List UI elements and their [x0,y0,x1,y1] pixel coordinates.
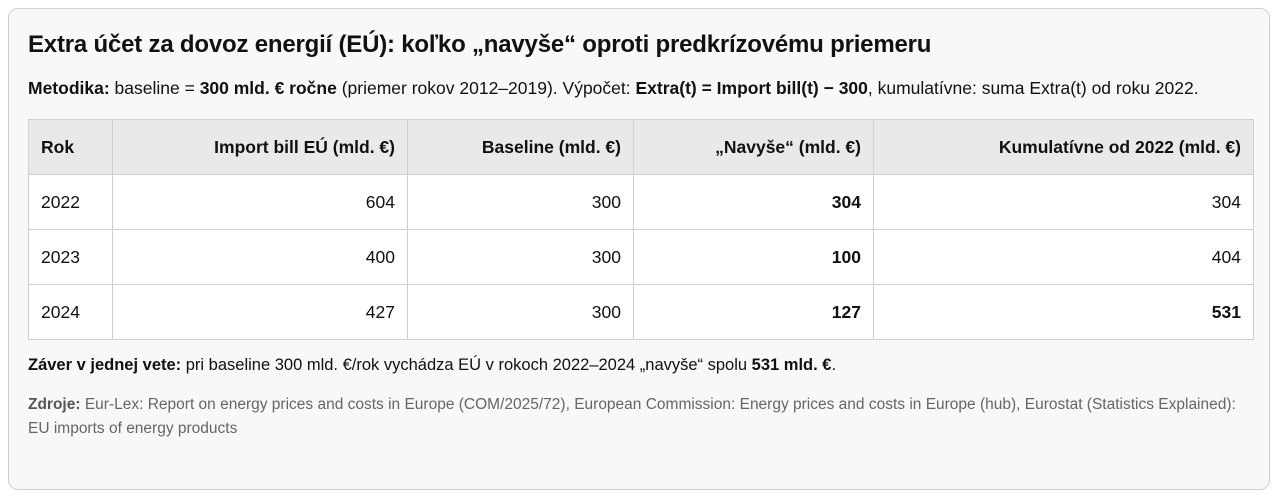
method-text: , kumulatívne: suma Extra(t) od roku 202… [867,78,1199,98]
sources-text: Eur-Lex: Report on energy prices and cos… [28,396,1236,437]
header-cell: Import bill EÚ (mld. €) [112,119,408,175]
header-cell: Baseline (mld. €) [407,119,634,175]
header-cell: Kumulatívne od 2022 (mld. €) [873,119,1254,175]
table-cell: 127 [633,284,874,340]
method-label: Metodika: [28,78,110,98]
table-cell: 300 [407,174,634,230]
conclusion-label: Záver v jednej vete: [28,356,182,374]
table-cell: 2022 [28,174,113,230]
table-cell: 427 [112,284,408,340]
header-cell: „Navyše“ (mld. €) [633,119,874,175]
table-row: 2023 400 300 100 404 [28,229,1254,285]
table-row: 2022 604 300 304 304 [28,174,1254,230]
sources: Zdroje: Eur-Lex: Report on energy prices… [28,393,1250,441]
table-cell: 2024 [28,284,113,340]
table-cell: 304 [873,174,1254,230]
table-cell: 400 [112,229,408,285]
table-body: 2022 604 300 304 304 2023 400 300 100 404 2024 427 3… [28,174,1254,340]
table-cell: 604 [112,174,408,230]
table-cell: 531 [873,284,1254,340]
header-cell: Rok [28,119,113,175]
card: Extra účet za dovoz energií (EÚ): koľko … [8,8,1270,490]
table-cell: 300 [407,284,634,340]
data-table: Rok Import bill EÚ (mld. €) Baseline (mld.… [28,119,1254,340]
header-row: Rok Import bill EÚ (mld. €) Baseline (mld.… [28,119,1254,175]
method-text: (priemer rokov 2012–2019). Výpočet: [336,78,636,98]
conclusion-text: . [831,356,837,374]
conclusion: Záver v jednej vete: pri baseline 300 ml… [28,356,1250,375]
method: Metodika: baseline = 300 mld. € ročne (p… [28,73,1250,103]
conclusion-bold: 531 mld. € [751,356,832,374]
sources-label: Zdroje: [28,396,81,413]
title: Extra účet za dovoz energií (EÚ): koľko … [28,31,932,58]
table-cell: 304 [633,174,874,230]
conclusion-text: pri baseline 300 mld. €/rok vychádza EÚ … [181,356,752,374]
method-bold: 300 mld. € ročne [199,78,337,98]
method-formula: Extra(t) = Import bill(t) − 300 [635,78,868,98]
method-text: baseline = [109,78,200,98]
table-cell: 2023 [28,229,113,285]
table-cell: 300 [407,229,634,285]
table-row: 2024 427 300 127 531 [28,284,1254,340]
table-cell: 404 [873,229,1254,285]
table-cell: 100 [633,229,874,285]
